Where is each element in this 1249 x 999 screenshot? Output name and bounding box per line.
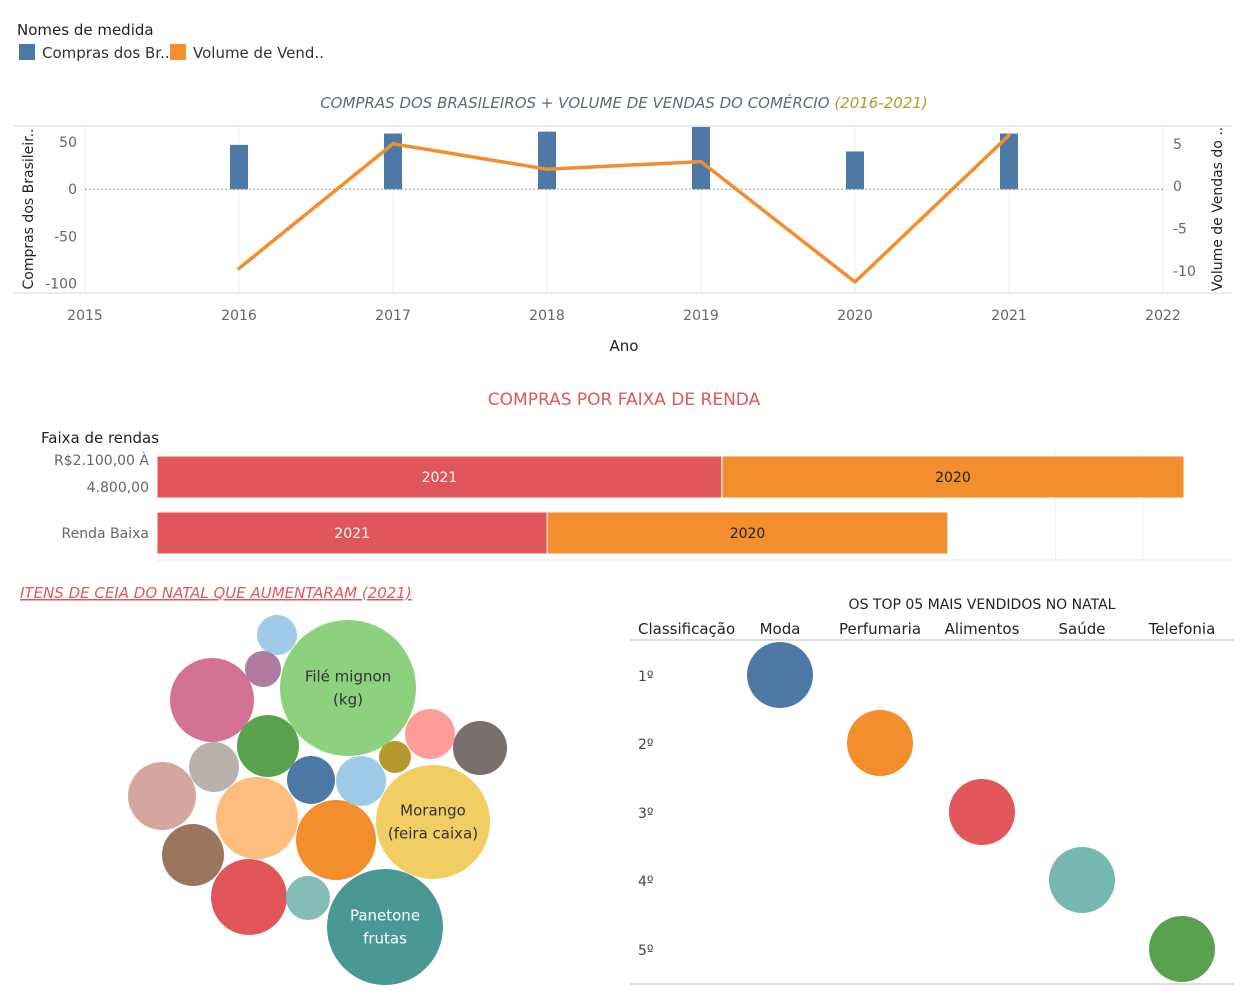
bubble-18	[379, 741, 411, 773]
top5-chart-title: OS TOP 05 MAIS VENDIDOS NO NATAL	[849, 597, 1116, 613]
bar-compras-2021	[1000, 133, 1018, 190]
income-chart-bars: 2021 2020 R$2.100,00 À 4.800,00 2021 2020 Rend…	[54, 450, 1232, 561]
bar-compras-2020	[846, 151, 864, 190]
combo-chart-xtick-2016: 2016	[221, 308, 257, 324]
income-chart: COMPRAS POR FAIXA DE RENDA Faixa de rend…	[41, 390, 1232, 561]
bubble-13	[189, 742, 239, 792]
bubble-15	[286, 876, 330, 920]
combo-chart-ytick-50: 50	[59, 135, 77, 151]
combo-chart-title: COMPRAS DOS BRASILEIROS + VOLUME DE VEND…	[320, 93, 928, 112]
top5-chart-row-header: Classificação	[638, 620, 735, 638]
bubble-16	[257, 615, 297, 655]
combo-chart-y2tick-5: 5	[1173, 137, 1182, 153]
income-chart-title: COMPRAS POR FAIXA DE RENDA	[488, 390, 761, 410]
top5-chart-grid: Moda Perfumaria Alimentos Saúde Telefonia 1º 2…	[630, 620, 1234, 985]
top5-chart: OS TOP 05 MAIS VENDIDOS NO NATAL Classif…	[630, 597, 1234, 985]
top5-column-0: Moda	[760, 620, 801, 638]
bar-compras-2016	[230, 144, 248, 190]
income-category-label-0-1: 4.800,00	[87, 480, 149, 496]
combo-chart: COMPRAS DOS BRASILEIROS + VOLUME DE VEND…	[14, 93, 1232, 355]
bubble-0	[280, 620, 416, 756]
top5-point-2	[949, 779, 1015, 845]
bubble-chart: ITENS DE CEIA DO NATAL QUE AUMENTARAM (2…	[20, 584, 507, 985]
bubble-label-2-0: Panetone	[350, 907, 420, 925]
bubble-11	[336, 756, 386, 806]
bubble-label-1-0: Morango	[400, 802, 466, 820]
combo-chart-xtick-2015: 2015	[67, 308, 103, 324]
income-bar-2020-row1	[546, 511, 949, 555]
combo-chart-xtick-2022: 2022	[1145, 308, 1181, 324]
bubble-17	[245, 651, 281, 687]
bubble-9	[162, 824, 224, 886]
line-volume-vendas	[237, 133, 1011, 284]
income-bar-label-2021-row1: 2021	[334, 526, 370, 542]
top5-column-1: Perfumaria	[839, 620, 921, 638]
income-bar-label-2021-row0: 2021	[422, 470, 458, 486]
bubble-14	[287, 756, 335, 804]
combo-chart-y2tick--10: -10	[1173, 264, 1196, 280]
combo-chart-y2tick-0: 0	[1173, 179, 1182, 195]
top5-column-2: Alimentos	[945, 620, 1020, 638]
bubble-label-0-0: Filé mignon	[305, 668, 391, 686]
bar-compras-2018	[538, 131, 556, 190]
bubble-label-2-1: frutas	[363, 930, 407, 948]
bubble-2	[327, 869, 443, 985]
top5-row-1: 2º	[638, 737, 654, 753]
bubble-10	[453, 721, 507, 775]
combo-chart-ytick--50: -50	[54, 229, 77, 245]
combo-chart-grid	[14, 125, 1232, 294]
bubble-4	[216, 777, 298, 859]
income-category-label-0-0: R$2.100,00 À	[54, 452, 149, 469]
combo-chart-ytick--100: -100	[45, 277, 77, 293]
combo-chart-xtick-2018: 2018	[529, 308, 565, 324]
income-bar-label-2020-row1: 2020	[730, 526, 766, 542]
income-chart-row-header: Faixa de rendas	[41, 429, 159, 447]
bubble-3	[170, 658, 254, 742]
legend-label-volume[interactable]: Volume de Vend..	[193, 44, 324, 62]
legend-swatch-volume[interactable]	[170, 44, 186, 60]
bar-compras-2017	[384, 133, 402, 190]
legend-label-compras[interactable]: Compras dos Br..	[42, 44, 170, 62]
bubble-8	[237, 715, 299, 777]
combo-chart-xlabel: Ano	[610, 337, 639, 355]
income-bar-label-2020-row0: 2020	[935, 470, 971, 486]
legend-title: Nomes de medida	[17, 21, 154, 39]
bubble-chart-title: ITENS DE CEIA DO NATAL QUE AUMENTARAM (2…	[20, 584, 412, 602]
income-bar-2021-row0	[156, 455, 723, 499]
combo-chart-line	[237, 133, 1011, 284]
combo-chart-xtick-2021: 2021	[991, 308, 1027, 324]
bar-compras-2019	[692, 126, 710, 190]
top5-column-4: Telefonia	[1148, 620, 1216, 638]
combo-chart-ytick-0: 0	[68, 182, 77, 198]
top5-point-1	[847, 710, 913, 776]
top5-row-2: 3º	[638, 806, 654, 822]
bubble-1	[376, 765, 490, 879]
combo-chart-y2label: Volume de Vendas do ..	[1210, 127, 1226, 291]
top5-row-0: 1º	[638, 669, 654, 685]
top5-point-0	[747, 642, 813, 708]
legend-swatch-compras[interactable]	[19, 44, 35, 60]
combo-chart-xtick-2019: 2019	[683, 308, 719, 324]
bubble-7	[128, 762, 196, 830]
combo-chart-y2tick--5: -5	[1173, 222, 1187, 238]
top5-row-4: 5º	[638, 943, 654, 959]
top5-row-3: 4º	[638, 874, 654, 890]
top5-point-3	[1049, 847, 1115, 913]
bubble-12	[405, 709, 455, 759]
top5-column-3: Saúde	[1059, 620, 1106, 638]
top5-point-4	[1149, 916, 1215, 982]
bubble-6	[211, 859, 287, 935]
combo-chart-xtick-2017: 2017	[375, 308, 411, 324]
bubble-label-0-1: (kg)	[333, 691, 363, 709]
combo-chart-axes: 2015 2016 2017 2018 2019 2020 2021 2022500-50-1…	[45, 135, 1196, 324]
income-category-label-1: Renda Baixa	[62, 526, 149, 542]
combo-chart-ylabel: Compras dos Brasileir..	[21, 128, 37, 289]
combo-chart-xtick-2020: 2020	[837, 308, 873, 324]
legend: Nomes de medida Compras dos Br.. Volume …	[17, 21, 324, 62]
bubble-label-1-1: (feira caixa)	[388, 825, 478, 843]
income-bar-2020-row0	[721, 455, 1185, 499]
bubble-chart-bubbles: Filé mignon (kg) Morango (feira caixa) Panet…	[128, 615, 507, 985]
bubble-5	[296, 800, 376, 880]
